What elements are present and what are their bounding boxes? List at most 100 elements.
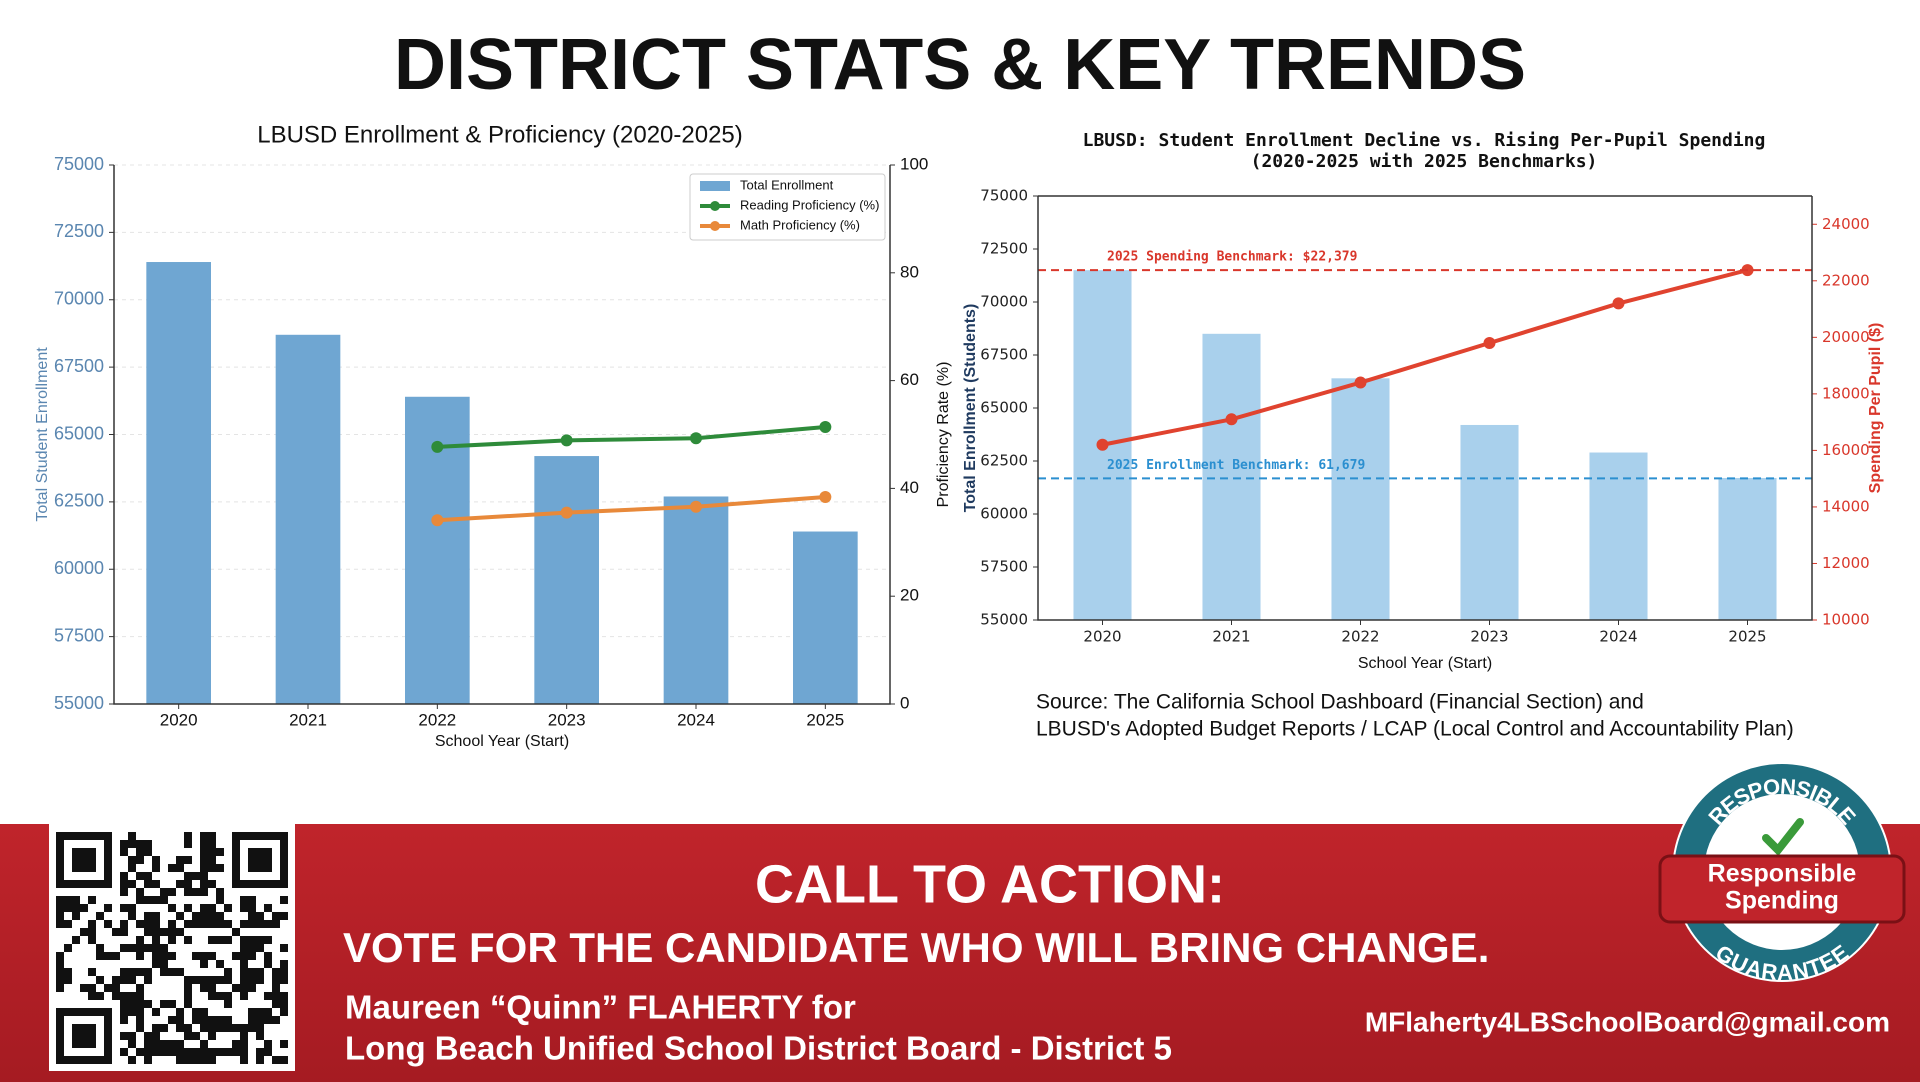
legend-swatch — [700, 181, 730, 191]
point — [819, 420, 832, 433]
bar — [534, 456, 599, 704]
x-tick-label: 2024 — [677, 710, 715, 729]
y2-tick-label: 24000 — [1822, 215, 1870, 233]
axes-frame — [1037, 196, 1813, 621]
point — [1354, 376, 1367, 389]
y2-tick-label: 60 — [900, 370, 919, 389]
y2-tick-label: 18000 — [1822, 384, 1870, 402]
axes-frame — [113, 165, 891, 705]
y-tick-label: 55000 — [980, 611, 1028, 629]
y-axis-label: Total Enrollment (Students) — [962, 304, 979, 513]
legend-swatch — [710, 221, 720, 231]
point — [1225, 413, 1238, 426]
y2-axis-label: Proficiency Rate (%) — [935, 362, 952, 508]
page-title: DISTRICT STATS & KEY TRENDS — [394, 25, 1526, 105]
candidate-office: Long Beach Unified School District Board… — [345, 1030, 1172, 1067]
y-tick-label: 65000 — [980, 399, 1028, 417]
point — [690, 500, 702, 513]
source-note: LBUSD's Adopted Budget Reports / LCAP (L… — [1036, 718, 1794, 741]
y2-axis-label: Spending Per Pupil ($) — [1867, 323, 1884, 494]
badge-check — [1762, 818, 1804, 857]
point — [431, 514, 444, 527]
slogan: VOTE FOR THE CANDIDATE WHO WILL BRING CH… — [343, 924, 1489, 971]
y-tick-label: 65000 — [54, 423, 104, 443]
y2-tick-label: 10000 — [1822, 611, 1870, 629]
call-to-action: CALL TO ACTION: — [755, 854, 1225, 914]
chart-title: LBUSD Enrollment & Proficiency (2020-202… — [257, 121, 743, 148]
qr-code — [56, 832, 288, 1064]
x-tick-label: 2020 — [1083, 628, 1121, 646]
y2-tick-label: 12000 — [1822, 554, 1870, 572]
bar — [663, 496, 729, 704]
y2-tick-label: 14000 — [1822, 497, 1870, 515]
y-tick-label: 55000 — [54, 693, 104, 713]
y2-tick-label: 100 — [900, 154, 928, 173]
badge-ribbon — [1658, 854, 1906, 924]
point — [1483, 336, 1496, 349]
chart: LBUSD Enrollment & Proficiency (2020-202… — [34, 121, 952, 750]
email: MFlaherty4LBSchoolBoard@gmail.com — [1365, 1006, 1890, 1037]
y-tick-label: 70000 — [980, 293, 1028, 311]
line — [437, 495, 826, 523]
reference-label: 2025 Enrollment Benchmark: 61,679 — [1107, 458, 1365, 473]
y-tick-label: 60000 — [54, 558, 104, 578]
y2-tick-label: 16000 — [1822, 441, 1870, 459]
footer-band — [0, 824, 1920, 1082]
legend-box — [689, 173, 886, 241]
source-note: Source: The California School Dashboard … — [1036, 691, 1644, 714]
badge: RESPONSIBLE GUARANTEE Responsible Spendi… — [1658, 762, 1906, 985]
y-tick-label: 57500 — [54, 625, 104, 645]
bar — [1718, 477, 1777, 620]
candidate-name: Maureen “Quinn” FLAHERTY for — [345, 989, 856, 1026]
x-tick-label: 2023 — [1470, 628, 1508, 646]
y-tick-label: 67500 — [980, 346, 1028, 364]
x-tick-label: 2020 — [160, 710, 198, 729]
chart-subtitle: (2020-2025 with 2025 Benchmarks) — [1251, 151, 1598, 172]
y2-tick-label: 20000 — [1822, 328, 1870, 346]
x-tick-label: 2025 — [806, 710, 844, 729]
y-tick-label: 62500 — [980, 452, 1028, 470]
y-axis-label: Total Student Enrollment — [34, 347, 51, 522]
x-tick-label: 2024 — [1599, 628, 1637, 646]
y-tick-label: 72500 — [54, 221, 104, 241]
y-tick-label: 62500 — [54, 491, 104, 511]
bar — [146, 262, 211, 704]
y-tick-label: 75000 — [54, 154, 104, 174]
point — [1612, 297, 1625, 310]
line — [437, 424, 826, 449]
x-tick-label: 2022 — [418, 710, 456, 729]
bar — [1460, 424, 1519, 620]
x-axis-label: School Year (Start) — [1358, 655, 1492, 672]
bar — [1589, 452, 1648, 620]
y2-tick-label: 22000 — [1822, 271, 1870, 289]
point — [819, 491, 832, 504]
x-tick-label: 2023 — [548, 710, 586, 729]
y-tick-label: 57500 — [980, 558, 1028, 576]
line — [1102, 268, 1749, 447]
point — [560, 434, 573, 447]
badge-ribbon-text: Responsible — [1708, 860, 1857, 888]
y2-tick-label: 20 — [900, 586, 919, 605]
point — [560, 506, 573, 519]
bar — [1202, 333, 1261, 620]
legend-label: Reading Proficiency (%) — [740, 197, 879, 212]
reference-label: 2025 Spending Benchmark: $22,379 — [1107, 250, 1357, 265]
y2-tick-label: 80 — [900, 262, 919, 281]
chart: LBUSD: Student Enrollment Decline vs. Ri… — [962, 130, 1884, 741]
badge-ribbon-text: Spending — [1725, 887, 1839, 915]
bar — [793, 531, 858, 704]
x-tick-label: 2022 — [1341, 628, 1379, 646]
x-tick-label: 2025 — [1728, 628, 1766, 646]
y-tick-label: 67500 — [54, 356, 104, 376]
point — [690, 432, 702, 445]
charts: LBUSD Enrollment & Proficiency (2020-202… — [34, 121, 1884, 750]
point — [1096, 438, 1109, 451]
y-tick-label: 75000 — [980, 187, 1028, 205]
point — [431, 440, 444, 453]
y2-tick-label: 40 — [900, 478, 919, 497]
legend-swatch — [710, 201, 720, 211]
chart-title: LBUSD: Student Enrollment Decline vs. Ri… — [1083, 130, 1766, 151]
x-axis-label: School Year (Start) — [435, 733, 569, 750]
bar — [275, 334, 341, 704]
